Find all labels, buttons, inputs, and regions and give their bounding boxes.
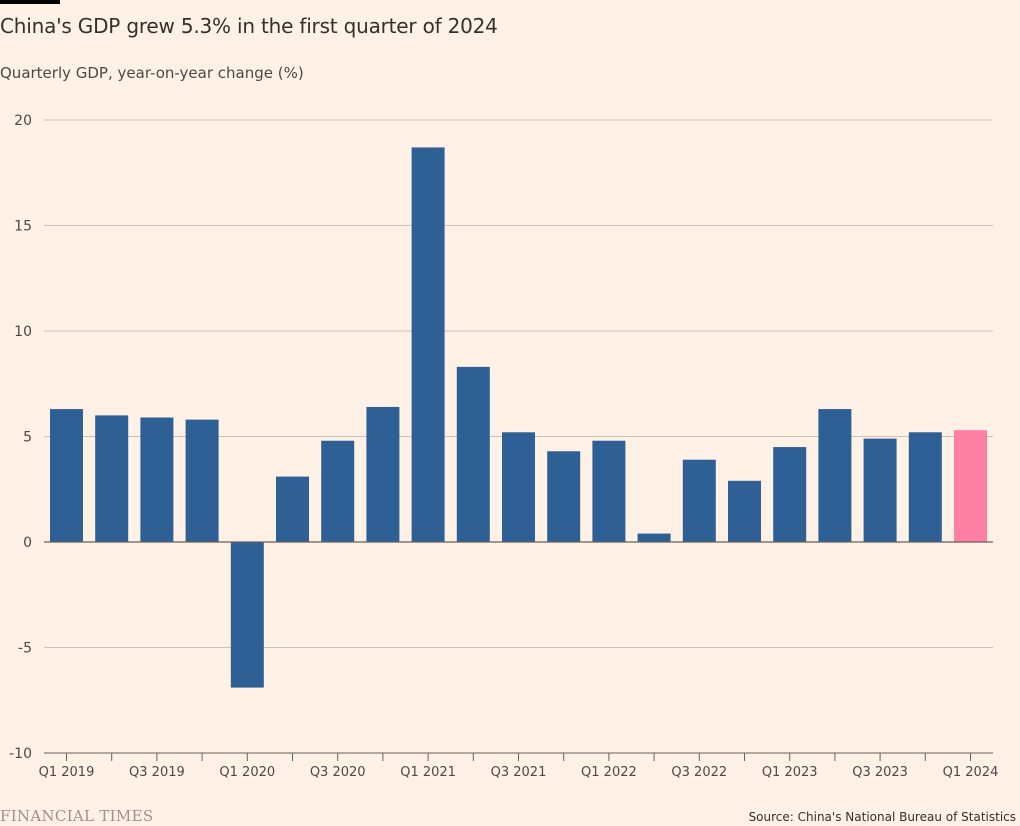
bar: [140, 417, 174, 542]
bar: [50, 409, 83, 542]
bar: [547, 451, 581, 542]
y-tick-label: 5: [23, 430, 32, 446]
y-tick-label: -10: [9, 746, 32, 762]
bar: [502, 432, 535, 542]
bars: [50, 147, 987, 688]
x-tick-label: Q1 2020: [219, 765, 275, 780]
x-tick-label: Q3 2020: [310, 765, 366, 780]
bar: [411, 147, 445, 542]
bar: [682, 459, 716, 542]
y-tick-label: 15: [14, 219, 32, 235]
bar: [95, 415, 129, 542]
x-tick-label: Q1 2023: [762, 765, 818, 780]
bar: [592, 440, 626, 542]
x-tick-label: Q1 2022: [581, 765, 637, 780]
bar: [276, 476, 309, 542]
bar: [230, 542, 264, 688]
bar: [773, 447, 807, 542]
x-tick-label: Q3 2021: [491, 765, 547, 780]
y-axis-ticks: 20 15 10 5 0 -5 -10: [9, 113, 32, 762]
y-tick-label: 20: [14, 113, 32, 129]
x-tick-label: Q1 2024: [943, 765, 999, 780]
bar: [456, 366, 490, 542]
brand-accent-bar: [0, 0, 60, 4]
bar: [908, 432, 942, 542]
bar-highlight: [954, 430, 987, 542]
x-axis: Q1 2019 Q3 2019 Q1 2020 Q3 2020 Q1 2021 Q3 20…: [39, 541, 999, 780]
bar: [366, 406, 400, 542]
bar: [863, 438, 897, 542]
bar: [185, 419, 219, 542]
x-tick-label: Q3 2019: [129, 765, 185, 780]
x-tick-label: Q1 2019: [39, 765, 95, 780]
bar: [321, 440, 355, 542]
x-tick-label: Q3 2023: [852, 765, 908, 780]
chart-subtitle: Quarterly GDP, year-on-year change (%): [0, 64, 304, 82]
x-tick-label: Q3 2022: [671, 765, 727, 780]
x-tick-label: Q1 2021: [400, 765, 456, 780]
ft-logo: FINANCIAL TIMES: [0, 807, 154, 825]
gridlines: [44, 119, 993, 648]
source-note: Source: China's National Bureau of Stati…: [748, 810, 1016, 824]
bar: [818, 409, 852, 542]
y-tick-label: 10: [14, 324, 32, 340]
y-tick-label: 0: [23, 535, 32, 551]
y-tick-label: -5: [18, 641, 32, 657]
bar: [637, 533, 671, 542]
chart-title: China's GDP grew 5.3% in the first quart…: [0, 14, 498, 38]
bar: [728, 480, 761, 542]
